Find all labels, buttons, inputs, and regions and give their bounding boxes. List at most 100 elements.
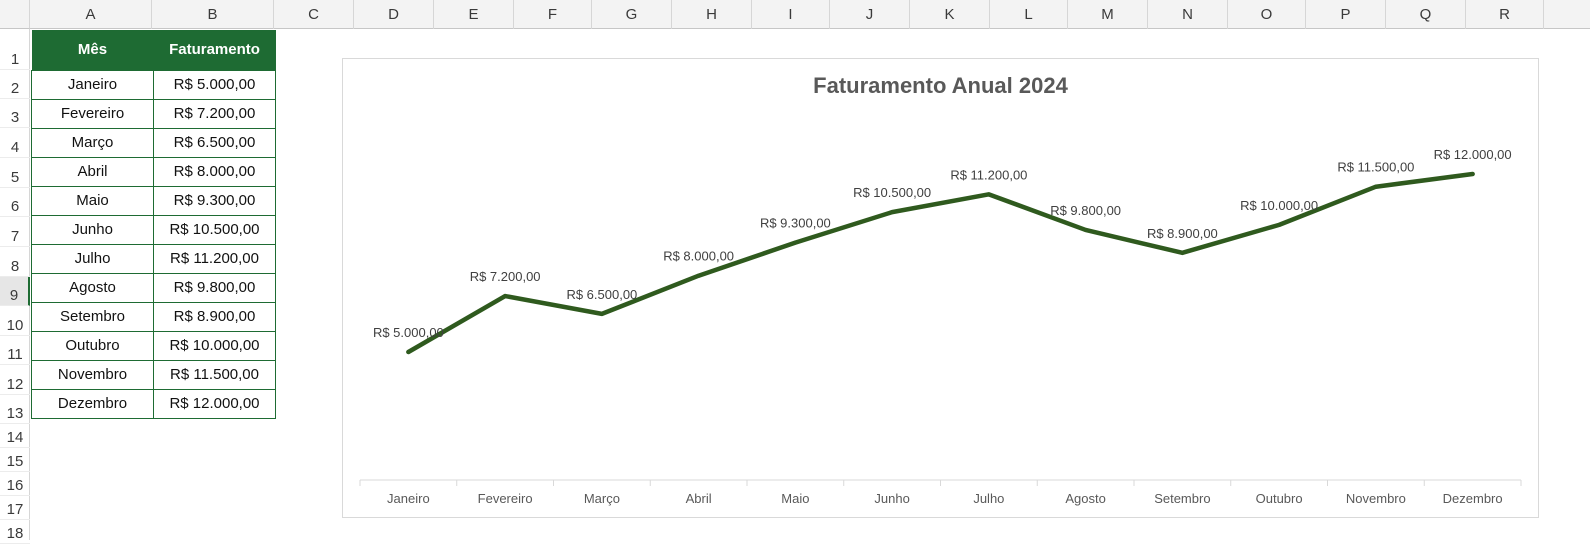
revenue-cell[interactable]: R$ 6.500,00 [153,127,276,158]
column-header-o[interactable]: O [1228,0,1306,29]
data-point[interactable] [696,273,701,278]
column-header-q[interactable]: Q [1386,0,1466,29]
data-point[interactable] [1373,184,1378,189]
data-point[interactable] [406,350,411,354]
revenue-cell[interactable]: R$ 5.000,00 [153,69,276,100]
data-label: R$ 8.000,00 [663,249,734,264]
column-header-r[interactable]: R [1466,0,1544,29]
row-header-18[interactable]: 18 [0,520,30,544]
row-header-5[interactable]: 5 [0,158,30,188]
data-point[interactable] [890,210,895,215]
data-label: R$ 8.900,00 [1147,226,1218,241]
month-cell[interactable]: Junho [31,214,154,245]
x-tick-label: Novembro [1346,491,1406,506]
month-cell[interactable]: Agosto [31,272,154,303]
table-row: Junho R$ 10.500,00 [31,214,276,245]
month-cell[interactable]: Fevereiro [31,98,154,129]
table-row: Janeiro R$ 5.000,00 [31,69,276,100]
data-label: R$ 11.500,00 [1337,160,1414,175]
revenue-cell[interactable]: R$ 11.500,00 [153,359,276,390]
row-header-4[interactable]: 4 [0,128,30,158]
x-tick-label: Abril [686,491,712,506]
header-month[interactable]: Mês [31,30,154,70]
column-header-h[interactable]: H [672,0,752,29]
row-header-1[interactable]: 1 [0,29,30,70]
revenue-cell[interactable]: R$ 10.000,00 [153,330,276,361]
header-revenue[interactable]: Faturamento [153,30,276,70]
data-point[interactable] [1277,222,1282,227]
data-point[interactable] [1083,227,1088,232]
x-tick-label: Maio [781,491,809,506]
revenue-cell[interactable]: R$ 11.200,00 [153,243,276,274]
x-tick-label: Agosto [1065,491,1105,506]
column-header-d[interactable]: D [354,0,434,29]
select-all-corner[interactable] [0,0,30,29]
table-row: Setembro R$ 8.900,00 [31,301,276,332]
row-header-3[interactable]: 3 [0,99,30,128]
month-cell[interactable]: Julho [31,243,154,274]
column-header-n[interactable]: N [1148,0,1228,29]
data-point[interactable] [793,240,798,245]
month-cell[interactable]: Janeiro [31,69,154,100]
chart-plot: Janeiro Fevereiro Março Abril Maio Junho Julho… [359,147,1522,506]
row-header-2[interactable]: 2 [0,70,30,99]
month-cell[interactable]: Dezembro [31,388,154,419]
line-chart[interactable]: Faturamento Anual 2024 Janeiro Fevereiro M… [342,58,1539,518]
data-label: R$ 6.500,00 [566,287,637,302]
column-header-b[interactable]: B [152,0,274,29]
revenue-cell[interactable]: R$ 12.000,00 [153,388,276,419]
data-point[interactable] [1180,250,1185,255]
column-header-i[interactable]: I [752,0,830,29]
column-header-e[interactable]: E [434,0,514,29]
data-point[interactable] [986,192,991,197]
data-label: R$ 12.000,00 [1434,147,1512,162]
column-header-j[interactable]: J [830,0,910,29]
column-header-a[interactable]: A [30,0,152,29]
x-tick-label: Dezembro [1443,491,1503,506]
row-header-9[interactable]: 9 [0,277,30,306]
month-cell[interactable]: Março [31,127,154,158]
x-tick-label: Setembro [1154,491,1210,506]
table-row: Março R$ 6.500,00 [31,127,276,158]
data-point[interactable] [1470,172,1475,176]
row-header-15[interactable]: 15 [0,448,30,472]
revenue-cell[interactable]: R$ 9.800,00 [153,272,276,303]
row-header-11[interactable]: 11 [0,336,30,365]
month-cell[interactable]: Maio [31,185,154,216]
revenue-cell[interactable]: R$ 7.200,00 [153,98,276,129]
row-header-16[interactable]: 16 [0,472,30,496]
month-cell[interactable]: Novembro [31,359,154,390]
column-header-k[interactable]: K [910,0,990,29]
table-row: Julho R$ 11.200,00 [31,243,276,274]
row-header-8[interactable]: 8 [0,247,30,277]
x-tick-label: Fevereiro [478,491,533,506]
column-header-m[interactable]: M [1068,0,1148,29]
data-label: R$ 5.000,00 [373,325,444,340]
row-header-12[interactable]: 12 [0,365,30,395]
row-header-14[interactable]: 14 [0,424,30,448]
table-row: Novembro R$ 11.500,00 [31,359,276,390]
data-label: R$ 9.800,00 [1050,203,1121,218]
revenue-cell[interactable]: R$ 10.500,00 [153,214,276,245]
x-tick-label: Março [584,491,620,506]
revenue-cell[interactable]: R$ 8.900,00 [153,301,276,332]
row-header-13[interactable]: 13 [0,395,30,424]
column-header-c[interactable]: C [274,0,354,29]
month-cell[interactable]: Outubro [31,330,154,361]
month-cell[interactable]: Abril [31,156,154,187]
row-header-6[interactable]: 6 [0,188,30,217]
column-header-p[interactable]: P [1306,0,1386,29]
revenue-cell[interactable]: R$ 9.300,00 [153,185,276,216]
data-point[interactable] [503,294,508,299]
chart-title: Faturamento Anual 2024 [813,73,1068,98]
row-header-7[interactable]: 7 [0,217,30,247]
data-point[interactable] [599,311,604,316]
column-header-l[interactable]: L [990,0,1068,29]
row-header-10[interactable]: 10 [0,306,30,336]
column-header-g[interactable]: G [592,0,672,29]
row-header-17[interactable]: 17 [0,496,30,520]
month-cell[interactable]: Setembro [31,301,154,332]
column-header-f[interactable]: F [514,0,592,29]
revenue-cell[interactable]: R$ 8.000,00 [153,156,276,187]
series-line[interactable] [406,171,1475,355]
